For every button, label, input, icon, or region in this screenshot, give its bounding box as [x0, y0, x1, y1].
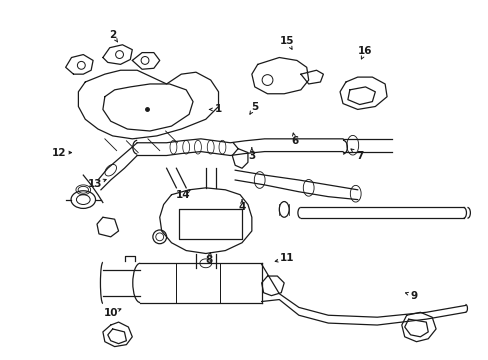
Text: 7: 7: [355, 150, 363, 161]
Text: 8: 8: [204, 255, 212, 265]
Text: 3: 3: [248, 150, 255, 161]
Text: 5: 5: [251, 102, 258, 112]
Text: 2: 2: [109, 30, 116, 40]
Text: 16: 16: [358, 46, 372, 56]
Text: 4: 4: [238, 202, 245, 212]
Text: 14: 14: [176, 190, 190, 200]
Text: 10: 10: [103, 308, 118, 318]
Text: 1: 1: [214, 104, 222, 114]
Text: 11: 11: [279, 253, 294, 264]
Text: 13: 13: [88, 179, 102, 189]
Text: 15: 15: [279, 36, 294, 46]
Text: 9: 9: [410, 291, 417, 301]
Text: 6: 6: [291, 136, 298, 146]
Text: 12: 12: [51, 148, 66, 158]
